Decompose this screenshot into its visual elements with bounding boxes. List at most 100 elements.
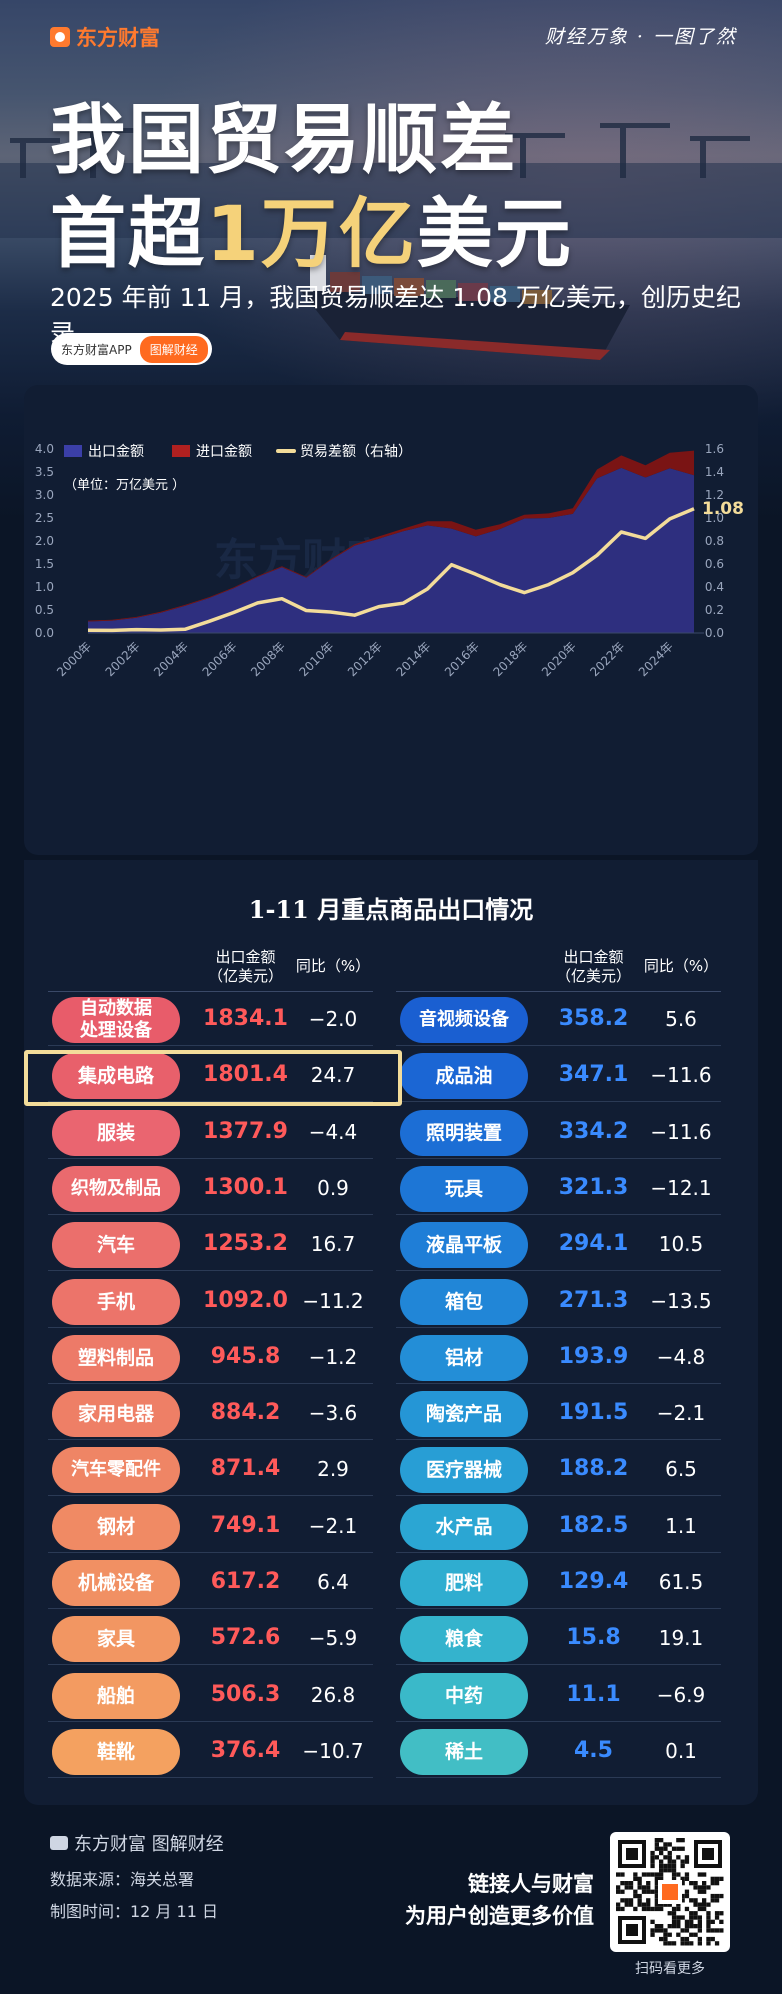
qr-module (676, 1855, 681, 1860)
qr-module (667, 1911, 672, 1916)
row-divider (396, 1382, 721, 1384)
qr-module (697, 1872, 702, 1877)
item-value: 945.8 (210, 1343, 281, 1369)
qr-module (684, 1941, 690, 1946)
table-row: 家用电器 884.2 −3.6 (48, 1386, 373, 1441)
qr-module (714, 1911, 720, 1916)
qr-module (659, 1838, 664, 1843)
item-name: 玩具 (400, 1165, 528, 1212)
item-yoy: 6.5 (665, 1457, 697, 1482)
trade-chart: 东方财富0.00.51.01.52.02.53.03.54.00.00.20.4… (35, 442, 744, 679)
qr-module (628, 1902, 634, 1907)
qr-module (689, 1932, 694, 1937)
left-axis-tick: 2.5 (35, 511, 54, 525)
qr-module (706, 1919, 711, 1924)
left-axis-tick: 4.0 (35, 442, 54, 456)
footer-brand-text: 东方财富 图解财经 (74, 1834, 224, 1855)
item-value: 884.2 (210, 1400, 281, 1426)
qr-module (706, 1885, 711, 1890)
qr-module (654, 1898, 659, 1903)
item-name: 织物及制品 (52, 1165, 180, 1212)
qr-module (710, 1919, 715, 1924)
qr-module (628, 1881, 634, 1886)
item-value: 1300.1 (203, 1174, 288, 1200)
end-value-label: 1.08 (702, 499, 744, 519)
tagline-2: 为用户创造更多价值 (405, 1904, 594, 1928)
made-time: 制图时间：12 月 11 日 (50, 1902, 218, 1921)
page-title-line1: 我国贸易顺差 (50, 95, 518, 184)
item-name: 钢材 (52, 1503, 180, 1550)
qr-module (689, 1924, 694, 1929)
table-row: 船舶 506.3 26.8 (48, 1668, 373, 1722)
qr-module (663, 1941, 668, 1946)
table-row: 液晶平板 294.1 10.5 (396, 1217, 721, 1272)
qr-module (671, 1919, 677, 1924)
qr-module (676, 1915, 681, 1920)
qr-finder-core (702, 1848, 714, 1860)
qr-module (654, 1893, 659, 1899)
qr-module (628, 1898, 634, 1903)
slogan: 财经万象 · 一图了然 (544, 26, 737, 48)
row-divider (396, 1045, 721, 1046)
qr-module (633, 1872, 638, 1877)
table-row: 集成电路 1801.4 24.7 (48, 1048, 373, 1103)
qr-module (650, 1928, 655, 1933)
qr-module (684, 1919, 690, 1924)
item-name: 陶瓷产品 (400, 1391, 528, 1438)
qr-module (693, 1924, 698, 1929)
app-badge[interactable]: 东方财富APP 图解财经 (51, 333, 212, 365)
qr-module (654, 1906, 659, 1912)
qr-module (693, 1885, 698, 1890)
left-col-yoy-header: 同比（%） (295, 957, 371, 975)
row-divider (396, 1495, 721, 1497)
x-axis-tick: 2000年 (54, 639, 94, 679)
table-row: 铝材 193.9 −4.8 (396, 1330, 721, 1384)
qr-module (719, 1919, 724, 1924)
left-col-amount-header: 出口金额 （亿美元） (207, 948, 283, 985)
qr-module (663, 1936, 668, 1942)
item-yoy: 19.1 (658, 1626, 704, 1651)
item-value: 334.2 (558, 1118, 629, 1144)
row-divider (396, 1157, 721, 1159)
qr-module (702, 1885, 707, 1890)
table-row: 中药 11.1 −6.9 (396, 1668, 721, 1722)
import-area (88, 450, 694, 622)
item-yoy: −4.8 (656, 1344, 706, 1369)
item-value: 182.5 (558, 1512, 629, 1538)
right-col-yoy-header: 同比（%） (643, 957, 719, 975)
item-value: 191.5 (558, 1400, 629, 1426)
item-name: 汽车零配件 (52, 1447, 180, 1494)
qr-module (714, 1941, 720, 1946)
qr-module (697, 1928, 702, 1933)
right-axis-tick: 0.4 (705, 580, 724, 594)
qr-code[interactable] (610, 1832, 730, 1952)
qr-module (637, 1902, 642, 1907)
qr-module (654, 1885, 659, 1890)
qr-module (633, 1876, 638, 1881)
qr-module (710, 1876, 715, 1881)
table-row: 医疗器械 188.2 6.5 (396, 1442, 721, 1497)
item-yoy: 10.5 (658, 1232, 704, 1257)
footer-brand: 东方财富 图解财经 (50, 1830, 224, 1856)
qr-module (714, 1893, 720, 1899)
left-axis-tick: 3.5 (35, 465, 54, 479)
qr-module (680, 1928, 685, 1933)
qr-module (697, 1885, 702, 1890)
qr-module (654, 1889, 659, 1894)
item-yoy: −2.0 (308, 1007, 358, 1031)
qr-module (620, 1898, 625, 1903)
qr-module (719, 1893, 724, 1899)
qr-module (676, 1932, 681, 1937)
item-name: 机械设备 (52, 1560, 180, 1606)
left-axis-tick: 0.5 (35, 603, 54, 617)
item-name: 医疗器械 (400, 1447, 528, 1494)
qr-module (702, 1898, 707, 1903)
category-label[interactable]: 图解财经 (139, 335, 208, 363)
qr-module (667, 1863, 672, 1869)
x-axis-tick: 2024年 (636, 639, 676, 679)
qr-module (654, 1872, 659, 1877)
qr-module (702, 1889, 707, 1894)
qr-module (616, 1906, 621, 1912)
qr-module (710, 1928, 715, 1933)
qr-module (646, 1885, 651, 1890)
